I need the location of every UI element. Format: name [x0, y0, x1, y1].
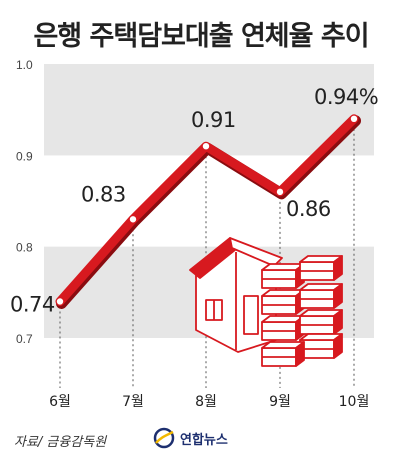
agency-logo: 연합뉴스	[152, 426, 228, 450]
data-point	[350, 115, 358, 123]
agency-logo-text: 연합뉴스	[180, 432, 228, 448]
data-points	[56, 115, 358, 305]
background-band	[44, 64, 374, 156]
data-labels: 0.74 0.83 0.91 0.86 0.94%	[10, 85, 379, 317]
data-point	[56, 298, 64, 305]
y-tick-label: 0.9	[16, 149, 33, 163]
data-label: 0.91	[191, 108, 236, 132]
x-tick-label: 8월	[195, 394, 217, 410]
data-label: 0.83	[81, 182, 126, 206]
x-tick-label: 9월	[269, 394, 291, 410]
yonhap-logo-icon	[153, 427, 175, 449]
data-point	[129, 216, 137, 223]
data-label: 0.86	[286, 197, 331, 221]
money-stack-side	[333, 333, 343, 359]
data-point	[276, 188, 284, 196]
y-tick-label: 0.7	[16, 332, 33, 346]
data-label: 0.74	[10, 292, 55, 316]
x-tick-label: 10월	[339, 394, 370, 410]
money-stack-side	[295, 341, 305, 367]
money-stack-side	[333, 309, 343, 335]
chart-title: 은행 주택담보대출 연체율 추이	[33, 21, 369, 52]
money-stack-side	[333, 283, 343, 309]
money-stack-side	[333, 255, 343, 281]
data-label: 0.94%	[314, 85, 378, 109]
data-point	[202, 143, 210, 150]
y-axis-ticks: 0.7 0.8 0.9 1.0	[16, 58, 33, 346]
house-and-money-icon	[189, 237, 343, 367]
source-note: 자료/ 금융감독원	[14, 435, 107, 450]
y-tick-label: 0.8	[16, 241, 33, 255]
y-tick-label: 1.0	[16, 58, 33, 72]
x-tick-label: 6월	[49, 394, 71, 410]
x-tick-label: 7월	[122, 394, 144, 410]
x-axis-ticks: 6월 7월 8월 9월 10월	[49, 394, 369, 410]
